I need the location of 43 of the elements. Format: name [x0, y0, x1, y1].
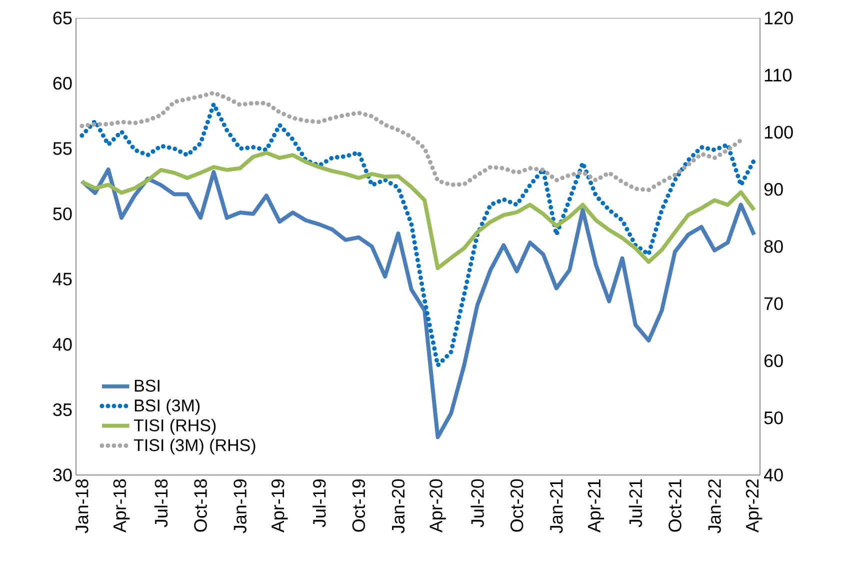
y2-tick-label: 110: [764, 68, 792, 82]
y-tick-label: 45: [52, 272, 72, 286]
y2-tick-label: 80: [764, 240, 783, 253]
y-tick-label: 35: [53, 403, 72, 416]
x-tick-label: Apr-18: [113, 479, 130, 533]
x-tick-label: Jan-19: [234, 479, 246, 534]
y2-tick-label: 50: [764, 411, 783, 424]
x-tick-label: Jul-18: [154, 479, 168, 528]
x-tick-label: Jan-18: [76, 479, 88, 534]
y-tick-label: 30: [53, 468, 72, 482]
x-tick-label: Apr-21: [588, 479, 604, 533]
x-tick-label: Oct-20: [510, 479, 524, 532]
x-tick-label: Oct-18: [194, 479, 207, 532]
y2-tick-label: 70: [764, 297, 783, 310]
y-tick-label: 40: [52, 338, 72, 351]
line-series: [80, 102, 756, 368]
x-tick-label: Oct-21: [668, 479, 682, 532]
y2-tick-label: 60: [764, 354, 783, 368]
x-tick-label: Oct-19: [352, 479, 366, 532]
x-tick-label: Apr-22: [746, 479, 762, 533]
line-series: [80, 167, 756, 440]
line-series: [80, 150, 756, 270]
legend-label: TISI (3M) (RHS): [134, 438, 256, 455]
legend-label: TISI (RHS): [134, 418, 216, 435]
x-tick-label: Jan-20: [392, 479, 405, 534]
y-tick-label: 65: [53, 12, 72, 24]
y2-tick-label: 90: [764, 182, 783, 196]
x-tick-label: Apr-20: [430, 479, 446, 533]
x-tick-label: Jul-21: [628, 479, 642, 528]
y-tick-label: 55: [53, 142, 72, 155]
y2-tick-label: 120: [764, 12, 793, 24]
x-tick-label: Jul-20: [470, 479, 484, 528]
y-tick-label: 50: [53, 207, 72, 220]
x-tick-label: Apr-19: [271, 479, 288, 533]
y-tick-label: 60: [53, 76, 72, 90]
y2-tick-label: 40: [764, 468, 783, 482]
legend-label: BSI: [134, 380, 160, 392]
legend-label: BSI (3M): [134, 399, 200, 415]
x-tick-label: Jan-22: [708, 479, 721, 534]
y2-tick-label: 100: [764, 126, 793, 139]
line-series: [80, 90, 744, 192]
x-tick-label: Jan-21: [550, 479, 563, 534]
x-tick-label: Jul-19: [312, 479, 326, 528]
